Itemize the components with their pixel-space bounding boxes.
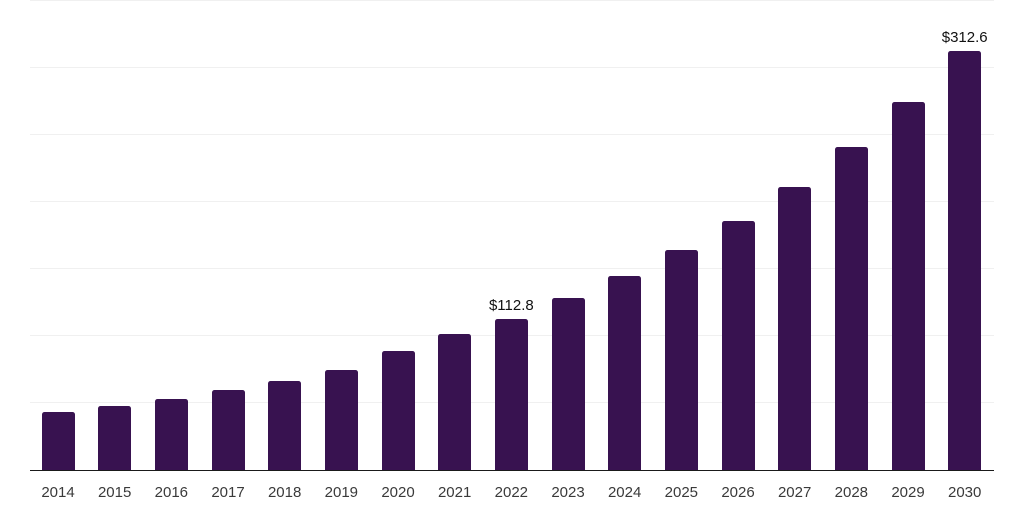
x-tick-label-2028: 2028 [834,484,869,501]
bar-2019 [324,369,358,470]
x-tick-label-2026: 2026 [721,484,755,501]
bar-2016 [154,398,188,470]
x-tick-label-2016: 2016 [154,484,189,501]
x-tick-label-2017: 2017 [211,484,245,501]
x-tick-label-2029: 2029 [891,484,925,501]
gridline [30,0,994,1]
x-tick-label-2021: 2021 [437,484,472,501]
bar-2025 [664,250,698,470]
bar-2027 [778,187,812,470]
bar-2023 [551,298,585,470]
bar-2015 [98,405,132,470]
x-tick-label-2018: 2018 [267,484,302,501]
x-tick-label-2020: 2020 [381,484,415,501]
x-tick-label-2019: 2019 [324,484,359,501]
x-tick-label-2023: 2023 [551,484,585,501]
gridline [30,134,994,135]
x-tick-label-2025: 2025 [664,484,699,501]
x-tick-label-2022: 2022 [494,484,529,501]
bar-2022 [494,318,528,470]
bar-2014 [41,412,75,470]
x-tick-label-2027: 2027 [777,484,812,501]
gridline [30,201,994,202]
bar-2030 [948,51,982,470]
bar-2026 [721,221,755,470]
bar-2028 [834,147,868,470]
bar-2017 [211,389,245,470]
gridline [30,268,994,269]
gridline [30,67,994,68]
data-label-2022: $112.8 [488,296,534,314]
bar-2029 [891,102,925,470]
bar-2018 [268,380,302,470]
data-label-2030: $312.6 [941,29,988,47]
x-tick-label-2014: 2014 [41,484,75,501]
x-tick-label-2015: 2015 [97,484,132,501]
bar-2024 [608,276,642,470]
bar-2020 [381,350,415,470]
x-tick-label-2024: 2024 [607,484,642,501]
bar-2021 [438,334,472,470]
plot-area: $112.8 $312.6 [30,0,994,471]
x-tick-label-2030: 2030 [947,484,982,501]
